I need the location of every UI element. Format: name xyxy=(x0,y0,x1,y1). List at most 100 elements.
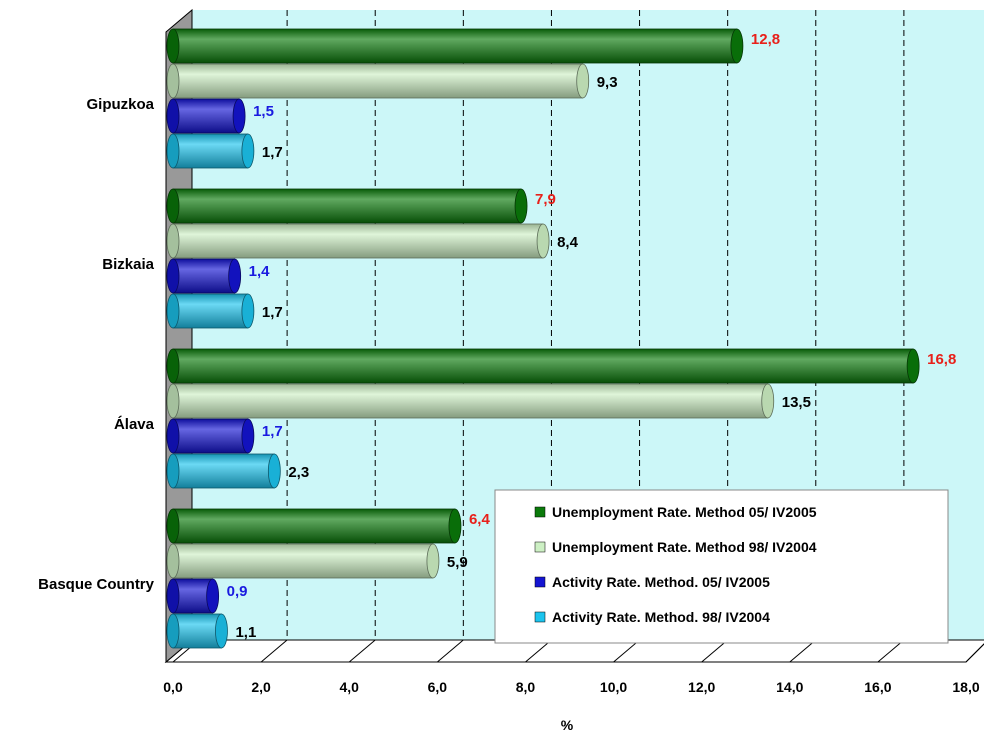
data-label: 5,9 xyxy=(447,554,468,571)
x-tick-label: 18,0 xyxy=(952,679,979,695)
category-label: Bizkaia xyxy=(102,256,154,273)
bar-start-cap xyxy=(166,508,180,544)
legend-swatch xyxy=(534,541,546,553)
bar xyxy=(172,348,914,384)
bar xyxy=(172,543,434,579)
bar-end-cap xyxy=(536,223,550,259)
data-label: 9,3 xyxy=(597,74,618,91)
x-axis-title: % xyxy=(561,717,574,733)
bar-start-cap xyxy=(166,98,180,134)
data-label: 1,7 xyxy=(262,144,283,161)
floor-gridline xyxy=(348,639,376,663)
bar-end-cap xyxy=(426,543,440,579)
x-tick-label: 16,0 xyxy=(864,679,891,695)
legend-entry: Unemployment Rate. Method 05/ IV2005 xyxy=(552,504,817,520)
bar xyxy=(172,63,584,99)
floor-gridline xyxy=(260,639,288,663)
category-label: Basque Country xyxy=(38,576,155,593)
legend-entry: Unemployment Rate. Method 98/ IV2004 xyxy=(552,539,817,555)
data-label: 12,8 xyxy=(751,31,780,48)
floor-gridline xyxy=(701,639,728,663)
x-tick-label: 0,0 xyxy=(163,679,183,695)
bar xyxy=(172,223,544,259)
bar-end-cap xyxy=(241,293,255,329)
data-label: 1,7 xyxy=(262,304,283,321)
data-label: 13,5 xyxy=(782,394,811,411)
data-label: 16,8 xyxy=(927,351,956,368)
bar-start-cap xyxy=(166,453,180,489)
bar-end-cap xyxy=(761,383,775,419)
data-label: 1,4 xyxy=(249,263,271,280)
bar-start-cap xyxy=(166,293,180,329)
bar xyxy=(172,258,236,294)
bar-start-cap xyxy=(166,543,180,579)
bar-start-cap xyxy=(166,348,180,384)
bar-end-cap xyxy=(906,348,920,384)
bar-end-cap xyxy=(576,63,590,99)
x-tick-labels: 0,0 2,0 4,0 6,0 8,0 10,0 12,0 14,0 16,0 18,0 xyxy=(163,679,980,695)
bar-end-cap xyxy=(232,98,246,134)
bar-start-cap xyxy=(166,258,180,294)
bar-start-cap xyxy=(166,223,180,259)
data-label: 8,4 xyxy=(557,234,579,251)
bar-start-cap xyxy=(166,188,180,224)
legend-entry: Activity Rate. Method. 98/ IV2004 xyxy=(552,609,770,625)
legend-entry: Activity Rate. Method. 05/ IV2005 xyxy=(552,574,770,590)
bar xyxy=(172,188,522,224)
bar-start-cap xyxy=(166,63,180,99)
bar-end-cap xyxy=(215,613,228,649)
floor-gridline xyxy=(965,643,984,663)
bar xyxy=(172,293,249,329)
x-tick-label: 2,0 xyxy=(251,679,271,695)
bar xyxy=(172,613,222,649)
x-tick-label: 4,0 xyxy=(339,679,359,695)
floor-gridline xyxy=(437,639,464,663)
category-label: Álava xyxy=(114,416,155,433)
bar-start-cap xyxy=(166,133,180,169)
bar xyxy=(172,453,275,489)
floor-gridline xyxy=(877,639,905,663)
bar xyxy=(172,508,456,544)
x-tick-label: 6,0 xyxy=(428,679,448,695)
data-label: 1,7 xyxy=(262,423,283,440)
bar xyxy=(172,418,249,454)
bar-end-cap xyxy=(448,508,462,544)
legend-box xyxy=(494,489,949,644)
bar-end-cap xyxy=(241,133,255,169)
category-label: Gipuzkoa xyxy=(86,96,154,113)
legend: Unemployment Rate. Method 05/ IV2005 Unem… xyxy=(494,489,949,644)
data-label: 1,5 xyxy=(253,103,274,120)
bar-end-cap xyxy=(267,453,281,489)
legend-swatch xyxy=(534,611,546,623)
bars xyxy=(166,28,920,649)
floor-gridline xyxy=(613,639,640,663)
bar-end-cap xyxy=(730,28,744,64)
bar xyxy=(172,383,769,419)
floor-gridline xyxy=(525,639,552,663)
x-tick-label: 10,0 xyxy=(600,679,627,695)
legend-swatch xyxy=(534,506,546,518)
bar-start-cap xyxy=(166,383,180,419)
bar-end-cap xyxy=(206,578,220,614)
bar xyxy=(172,133,249,169)
bar xyxy=(172,578,214,614)
floor-gridline xyxy=(789,639,817,663)
data-label: 7,9 xyxy=(535,191,556,208)
data-label: 2,3 xyxy=(288,464,309,481)
data-label: 0,9 xyxy=(227,583,248,600)
x-tick-label: 14,0 xyxy=(776,679,803,695)
data-labels: 12,8 9,3 1,5 1,7 7,9 8,4 1,4 1,7 16,8 13,5 1,7 2,3 6… xyxy=(227,31,957,641)
data-label: 1,1 xyxy=(235,624,256,641)
legend-swatch xyxy=(534,576,546,588)
bar-end-cap xyxy=(241,418,255,454)
category-labels: Gipuzkoa Bizkaia Álava Basque Country xyxy=(38,96,155,593)
bar-end-cap xyxy=(514,188,528,224)
bar-start-cap xyxy=(166,28,180,64)
bar-start-cap xyxy=(166,578,180,614)
bar xyxy=(172,98,240,134)
bar-end-cap xyxy=(228,258,242,294)
x-tick-label: 8,0 xyxy=(516,679,536,695)
bar-start-cap xyxy=(166,418,180,454)
x-tick-label: 12,0 xyxy=(688,679,715,695)
